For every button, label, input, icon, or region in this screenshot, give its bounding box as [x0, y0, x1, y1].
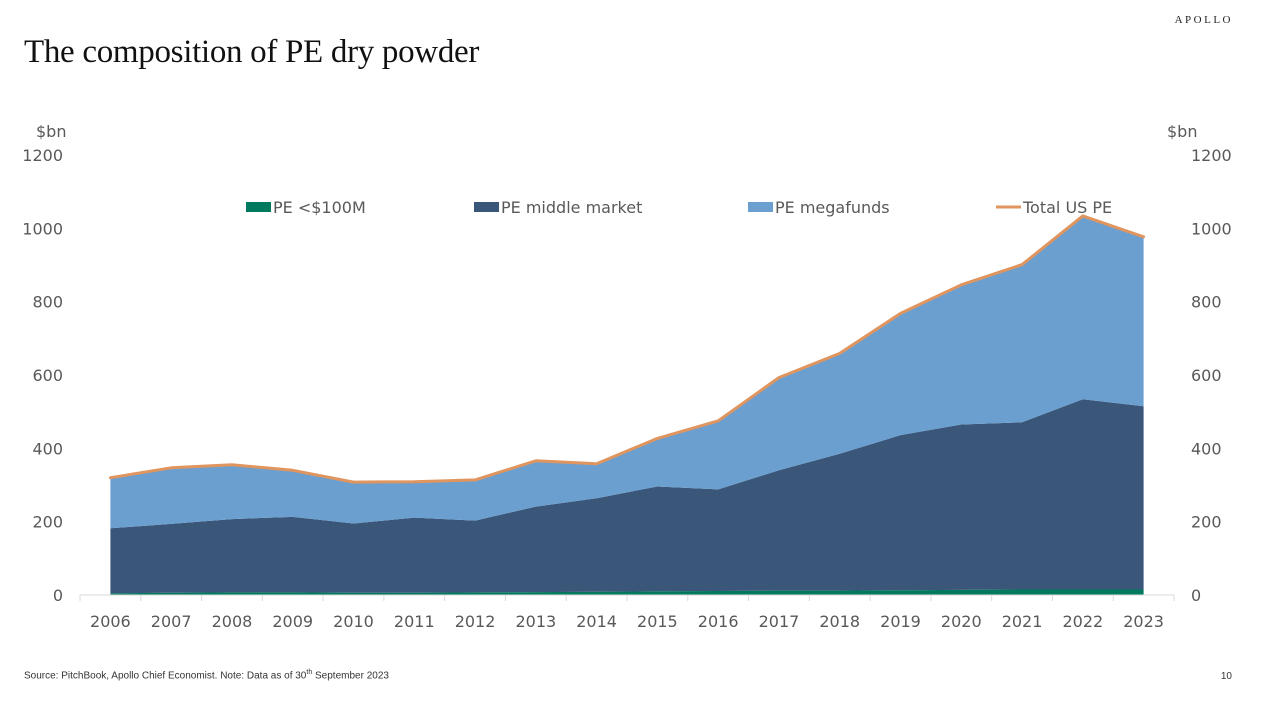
legend-swatch-pe-megafunds [748, 202, 773, 212]
x-tick-label: 2008 [212, 612, 253, 631]
x-tick-label: 2011 [394, 612, 435, 631]
y-tick-label-right: 200 [1191, 513, 1222, 532]
x-tick-label: 2020 [941, 612, 982, 631]
y-tick-label-right: 1000 [1191, 219, 1232, 238]
legend-swatch-pe-middle-market [474, 202, 499, 212]
y-tick-label-right: 400 [1191, 439, 1222, 458]
x-tick-label: 2006 [90, 612, 131, 631]
brand-logo: APOLLO [1174, 14, 1233, 26]
legend-swatch-pe-100m [246, 202, 271, 212]
x-tick-label: 2009 [272, 612, 313, 631]
source-text-end: September 2023 [312, 670, 389, 682]
legend-label-total-us-pe: Total US PE [1022, 198, 1112, 217]
x-tick-label: 2015 [637, 612, 678, 631]
y-axis-label-right: $bn [1167, 122, 1197, 141]
y-tick-label-right: 800 [1191, 293, 1222, 312]
source-text: Source: PitchBook, Apollo Chief Economis… [24, 670, 307, 682]
line-total-us-pe [108, 214, 1146, 484]
source-superscript: th [306, 669, 313, 676]
x-tick-label: 2016 [698, 612, 739, 631]
x-tick-label: 2021 [1002, 612, 1043, 631]
x-tick-label: 2013 [515, 612, 556, 631]
total-line-group [108, 214, 1146, 484]
x-tick-label: 2022 [1062, 612, 1103, 631]
x-tick-label: 2023 [1123, 612, 1164, 631]
x-tick-label: 2018 [819, 612, 860, 631]
x-tick-label: 2012 [455, 612, 496, 631]
x-tick-label: 2019 [880, 612, 921, 631]
x-tick-label: 2017 [759, 612, 800, 631]
y-tick-label-left: 1200 [22, 146, 63, 165]
source-note: Source: PitchBook, Apollo Chief Economis… [24, 669, 389, 681]
x-axis-ticks: 2006 2007 2008 2009 2010 2011 2012 2013 2014 2015… [79, 595, 1175, 631]
x-tick-label: 2010 [333, 612, 374, 631]
page-title: The composition of PE dry powder [24, 34, 480, 70]
y-tick-label-right: 600 [1191, 366, 1222, 385]
y-tick-label-right: 1200 [1191, 146, 1232, 165]
y-tick-label-left: 600 [32, 366, 63, 385]
x-tick-label: 2014 [576, 612, 617, 631]
area-pe-middle-market [110, 399, 1144, 594]
y-tick-label-left: 200 [32, 513, 63, 532]
legend: PE <$100M PE middle market PE megafunds Tot… [246, 198, 1112, 217]
y-tick-label-left: 1000 [22, 219, 63, 238]
y-tick-label-right: 0 [1191, 586, 1201, 605]
legend-label-pe-middle-market: PE middle market [501, 198, 642, 217]
area-pe-megafunds [110, 215, 1144, 529]
y-tick-label-left: 0 [53, 586, 63, 605]
area-series-group [110, 215, 1144, 595]
legend-label-pe-100m: PE <$100M [273, 198, 366, 217]
y-tick-label-left: 800 [32, 293, 63, 312]
y-axis-label-left: $bn [36, 122, 66, 141]
x-tick-label: 2007 [151, 612, 192, 631]
y-tick-label-left: 400 [32, 439, 63, 458]
legend-label-pe-megafunds: PE megafunds [775, 198, 890, 217]
page-number: 10 [1220, 671, 1232, 682]
area-pe-100m [110, 589, 1144, 595]
y-axis-ticks: 0 0 200 200 400 400 600 600 800 800 1000 1000 1200 12… [22, 146, 1231, 605]
